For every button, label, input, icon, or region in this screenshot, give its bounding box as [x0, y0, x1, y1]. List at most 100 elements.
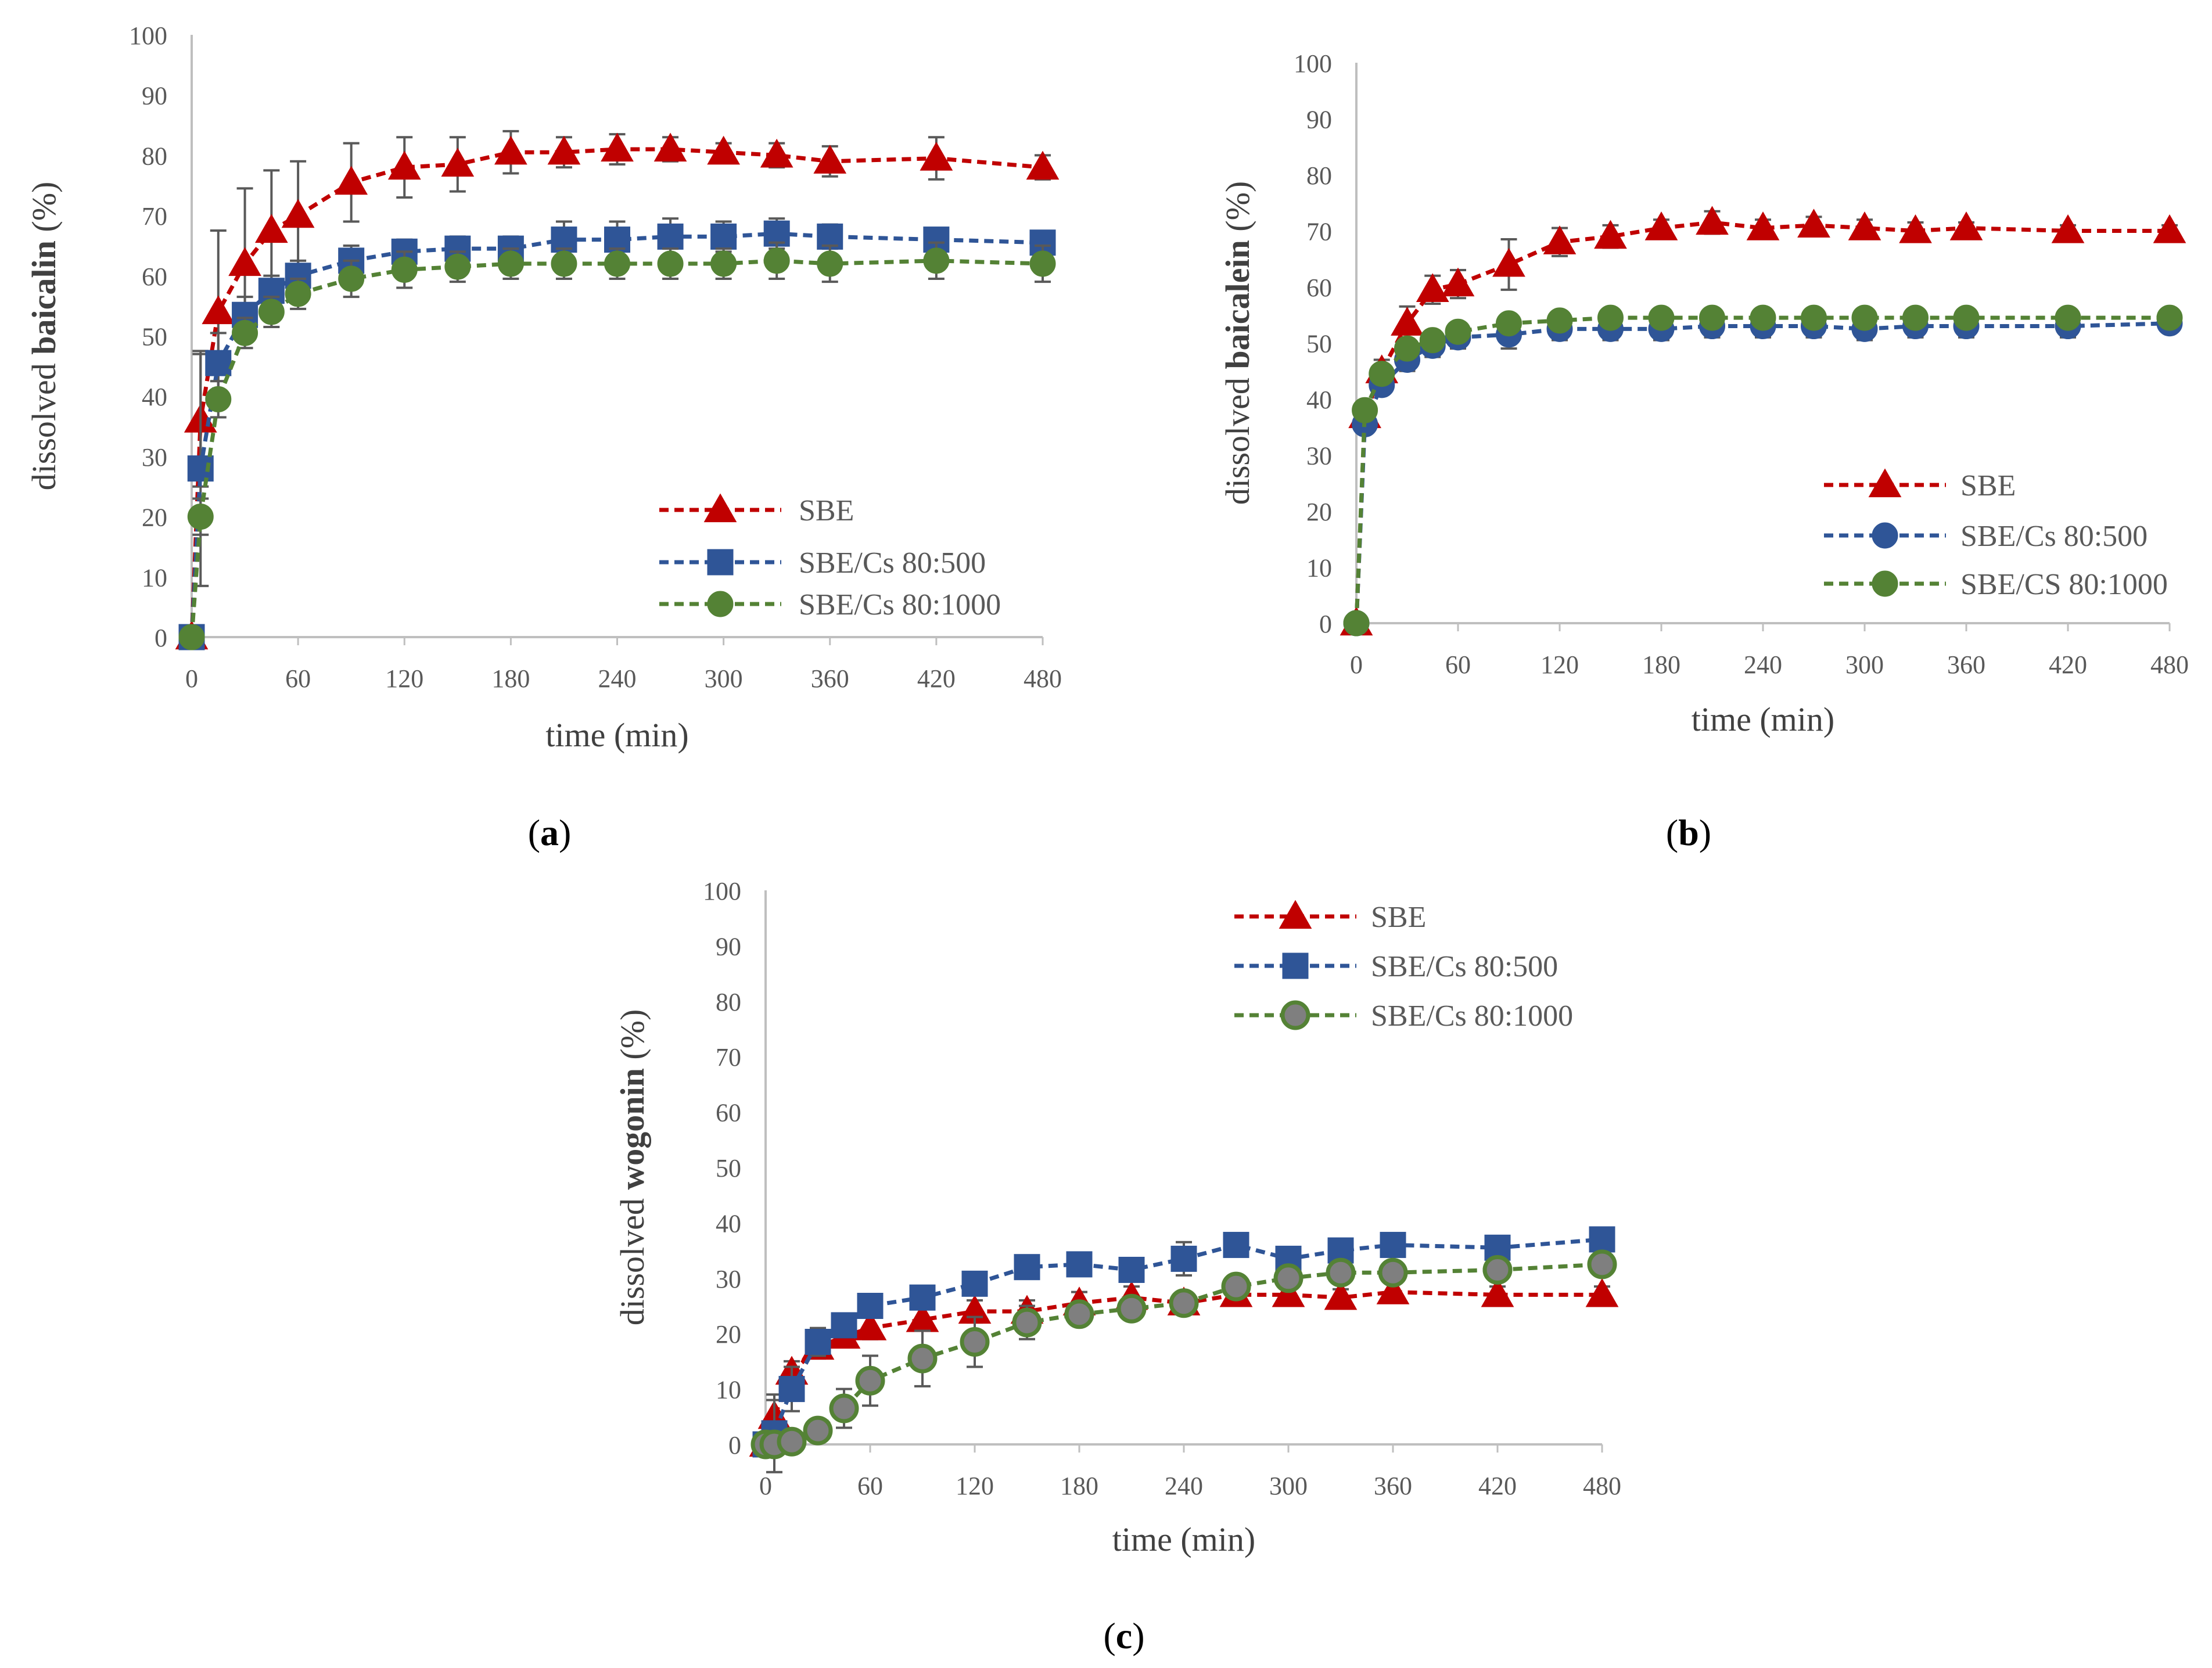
data-point: [1902, 304, 1929, 331]
data-point: [387, 150, 421, 180]
y-axis-title: dissolved baicalein (%): [1219, 181, 1256, 505]
data-point: [657, 250, 684, 277]
data-point: [961, 1270, 988, 1297]
data-point: [907, 1343, 938, 1374]
data-point: [604, 227, 630, 253]
y-axis-title-analyte: baicalein: [1219, 240, 1256, 369]
data-point: [920, 142, 953, 171]
data-point: [1546, 307, 1573, 334]
data-point: [1026, 150, 1060, 180]
data-point: [1953, 304, 1980, 331]
x-tick-label: 240: [598, 664, 637, 693]
data-point: [803, 1415, 833, 1446]
data-point: [1644, 211, 1678, 240]
y-axis-title-analyte: baicalin: [25, 240, 63, 355]
series-SBE_Cs_80_500: [178, 217, 1056, 650]
data-point: [707, 135, 740, 165]
y-tick-label: 80: [716, 988, 741, 1016]
data-point: [1750, 304, 1776, 331]
y-tick-label: 90: [1306, 106, 1332, 134]
legend-marker: [703, 493, 737, 523]
x-tick-label: 480: [1024, 664, 1062, 693]
data-point: [205, 386, 232, 412]
y-tick-label: 30: [716, 1265, 741, 1293]
legend-marker: [1282, 952, 1309, 979]
data-point: [777, 1426, 807, 1457]
x-tick-label: 0: [759, 1472, 772, 1500]
data-point: [338, 265, 365, 292]
x-axis-title: time (min): [545, 716, 688, 754]
data-point: [1169, 1288, 1199, 1318]
data-point: [228, 247, 261, 276]
data-point: [857, 1293, 884, 1319]
y-tick-label: 100: [703, 877, 741, 905]
data-point: [1496, 310, 1522, 337]
data-point: [1696, 206, 1729, 235]
data-point: [2055, 304, 2081, 331]
y-tick-label: 100: [129, 21, 167, 50]
y-axis-title-unit: (%): [1219, 181, 1256, 240]
x-axis-title: time (min): [1112, 1520, 1255, 1558]
data-point: [1343, 610, 1370, 637]
data-point: [1352, 397, 1378, 423]
data-point: [1949, 211, 1983, 240]
legend-marker: [1279, 900, 1312, 929]
data-point: [2156, 304, 2183, 331]
x-tick-label: 60: [1445, 650, 1471, 679]
y-tick-label: 60: [716, 1099, 741, 1127]
data-point: [601, 132, 634, 162]
legend-label: SBE/Cs 80:1000: [799, 588, 1001, 621]
y-tick-label: 10: [1306, 554, 1332, 583]
data-point: [1066, 1251, 1093, 1278]
data-point: [710, 223, 737, 250]
x-tick-label: 300: [1269, 1472, 1308, 1500]
data-point: [547, 135, 581, 165]
y-tick-label: 40: [142, 383, 167, 411]
legend-label: SBE: [799, 494, 854, 527]
panel-label-open: (: [528, 812, 540, 853]
chart-panel-a: 0 60 120 180 240 300 360 420 480 0 10 20 30 40 50 60 70 8…: [25, 21, 1062, 754]
data-point: [763, 247, 790, 274]
data-point: [909, 1284, 936, 1311]
data-point: [254, 214, 288, 243]
y-tick-label: 70: [716, 1043, 741, 1072]
chart-panel-b: 0 60 120 180 240 300 360 420 480 0 10 20 30 40 50 60 70 8…: [1219, 49, 2189, 738]
legend-label: SBE/Cs 80:500: [1960, 520, 2148, 553]
data-point: [1223, 1232, 1249, 1259]
panel-label-close: ): [1699, 812, 1711, 853]
y-tick-label: 0: [155, 624, 167, 652]
data-point: [778, 1376, 805, 1403]
y-tick-label: 50: [716, 1154, 741, 1182]
data-point: [960, 1327, 990, 1357]
data-point: [1492, 247, 1525, 277]
x-tick-label: 360: [1947, 650, 1985, 679]
data-point: [444, 253, 471, 280]
y-axis-title: dissolved wogonin (%): [613, 1009, 651, 1326]
data-point: [829, 1393, 859, 1423]
x-tick-label: 120: [385, 664, 423, 693]
data-point: [1170, 1245, 1197, 1272]
x-tick-label: 480: [2150, 650, 2189, 679]
data-point: [497, 250, 524, 277]
legend-marker: [707, 549, 734, 576]
y-tick-label: 60: [142, 263, 167, 291]
y-tick-label: 0: [728, 1431, 741, 1460]
data-point: [1116, 1293, 1147, 1324]
data-point: [1416, 273, 1449, 302]
x-axis-title: time (min): [1692, 700, 1834, 738]
data-point: [1029, 250, 1056, 277]
y-tick-label: 90: [716, 932, 741, 961]
data-point: [1585, 1278, 1619, 1307]
panel-label-a: (a): [528, 812, 572, 853]
data-point: [1391, 307, 1424, 336]
data-point: [1419, 327, 1446, 354]
data-point: [178, 624, 205, 650]
data-point: [205, 350, 232, 376]
legend-label: SBE/Cs 80:1000: [1371, 1000, 1573, 1033]
x-tick-label: 300: [705, 664, 743, 693]
data-point: [281, 199, 315, 228]
x-tick-label: 360: [811, 664, 849, 693]
y-tick-label: 40: [716, 1209, 741, 1238]
data-point: [1851, 304, 1878, 331]
y-tick-label: 50: [1306, 330, 1332, 358]
